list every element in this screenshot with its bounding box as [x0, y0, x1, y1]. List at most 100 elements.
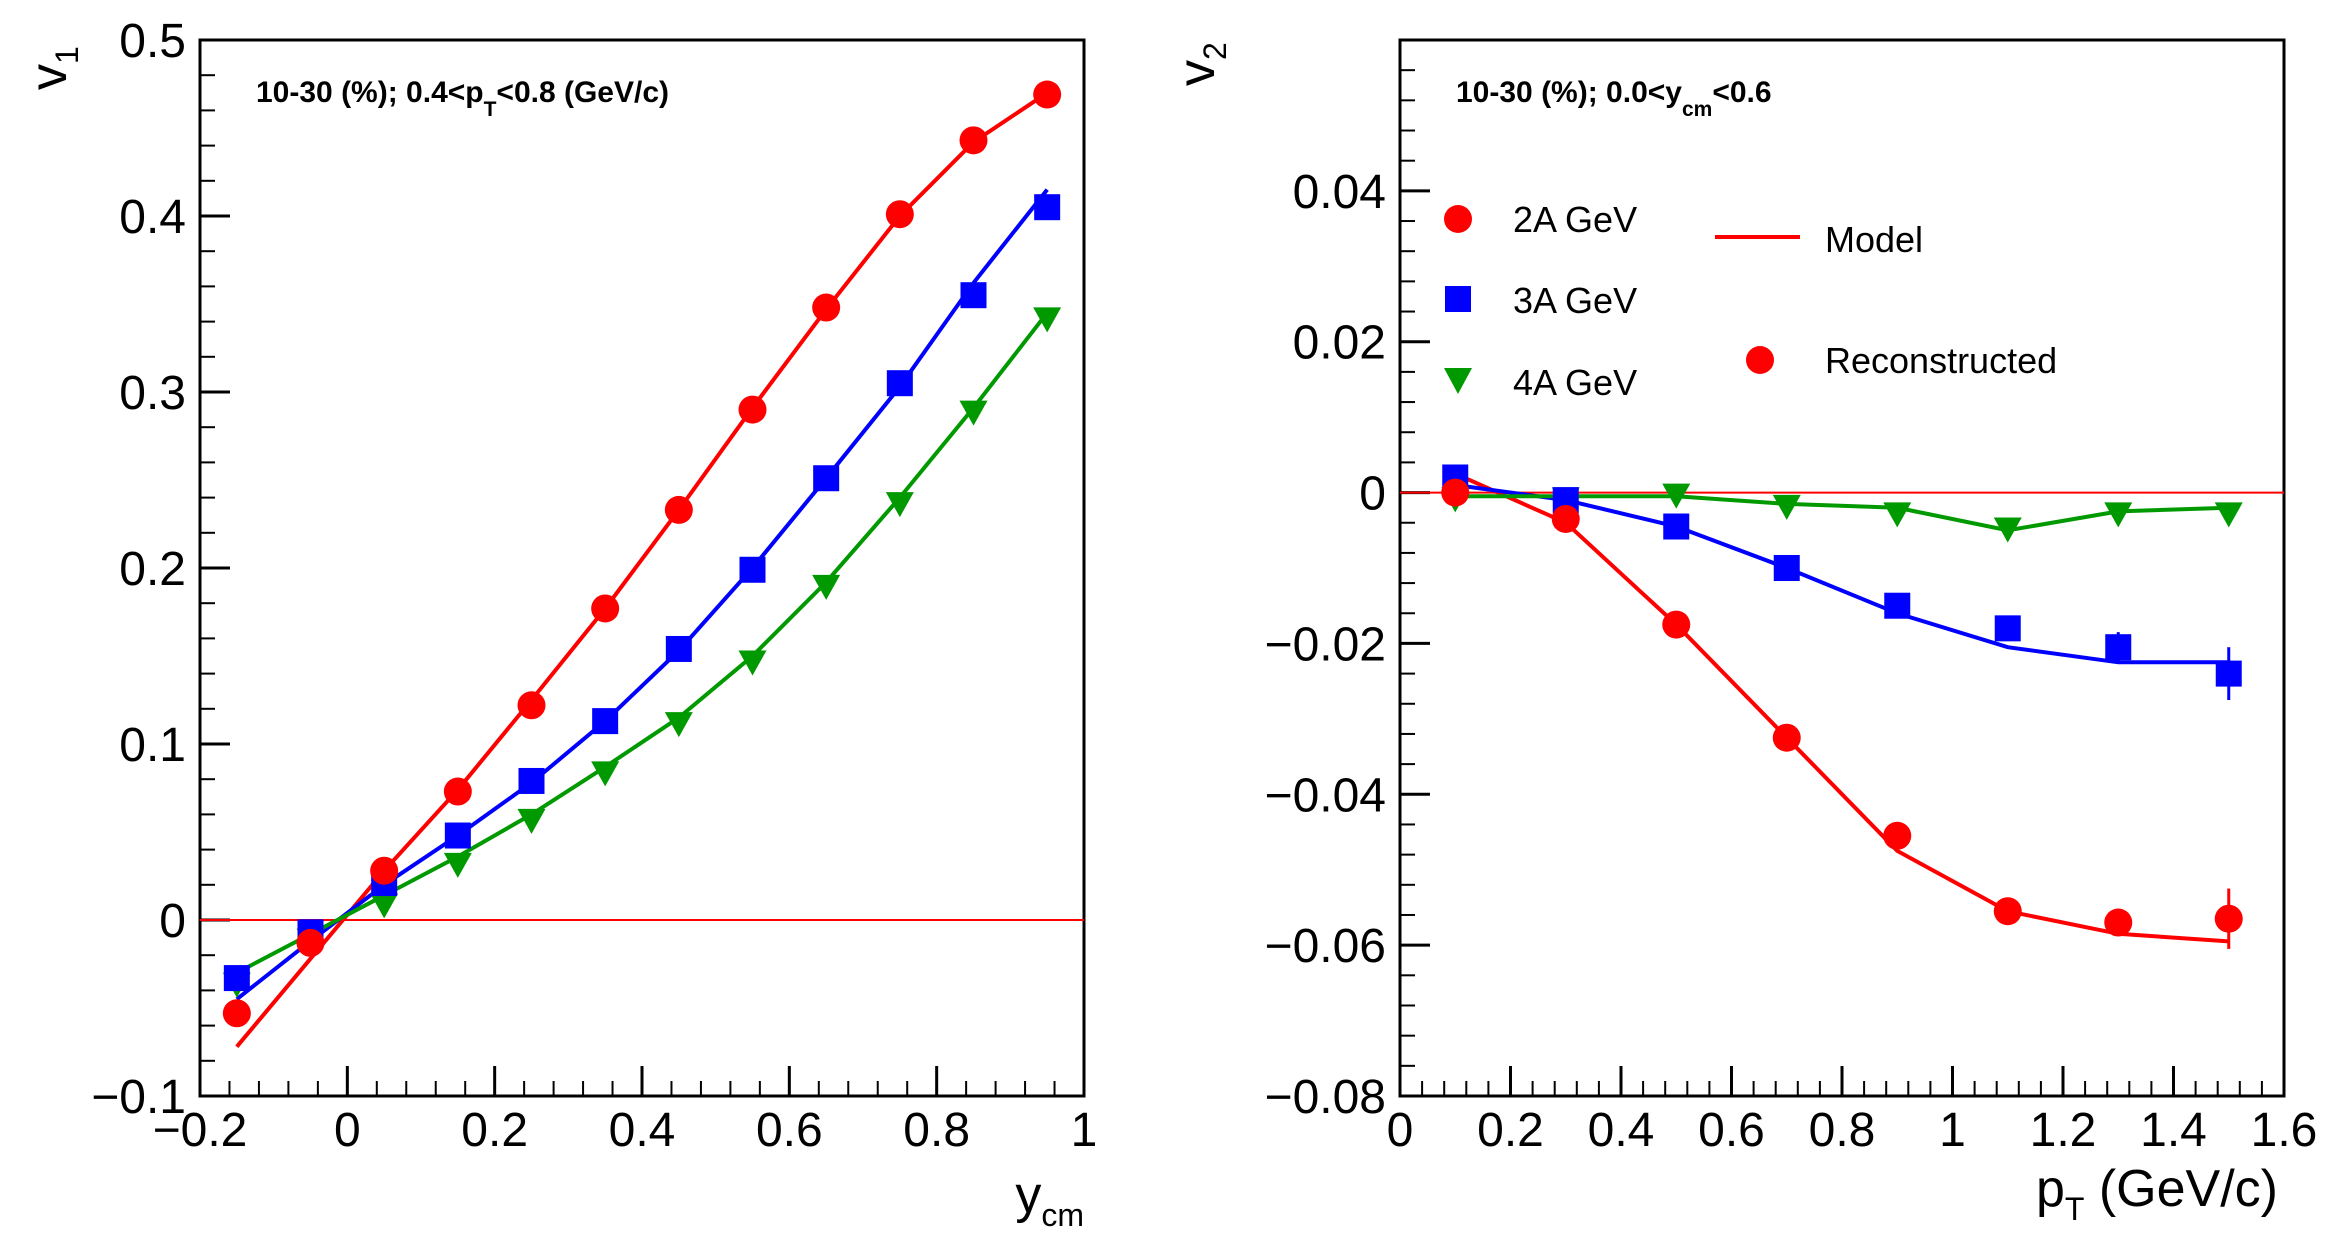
legend-label-4a: 4A GeV	[1513, 362, 1637, 403]
x-tick-label: 0.2	[461, 1104, 528, 1157]
data-point-3a-gev	[223, 965, 250, 992]
data-point-2a-gev	[959, 126, 988, 155]
data-point-3a-gev	[886, 370, 913, 397]
legend-label-model: Model	[1825, 219, 1923, 260]
data-point-4a-gev	[1993, 517, 2022, 543]
data-point-2a-gev	[443, 777, 472, 806]
v1-annotation-a: 10-30 (%); 0.4<p	[256, 76, 484, 109]
data-point-2a-gev	[517, 691, 546, 720]
data-point-4a-gev	[1662, 483, 1691, 509]
v2-panel: 0 0.2 0.4 0.6 0.8 1 1.2 1.4 1.6 −0.08 −0.06 −0.04 −0…	[1168, 38, 2318, 1227]
v1-panel: −0.2 0 0.2 0.4 0.6 0.8 1 −0.1 0 0.1 0.2 0.3 0.4 0.5 1…	[20, 15, 1097, 1233]
x-tick-label: 0.6	[1698, 1104, 1765, 1157]
v1-model-curves	[200, 91, 1084, 1048]
data-point-4a-gev	[370, 893, 399, 919]
data-point-2a-gev	[1883, 821, 1912, 850]
data-point-2a-gev	[1551, 504, 1580, 533]
data-point-2a-gev	[1662, 610, 1691, 639]
x-tick-label: 0.4	[609, 1104, 676, 1157]
data-point-4a-gev	[517, 808, 546, 834]
data-point-2a-gev	[591, 594, 620, 623]
data-point-3a-gev	[665, 635, 692, 662]
v2-data-points	[1441, 464, 2243, 949]
v2-annotation: 10-30 (%); 0.0<ycm<0.6	[1456, 76, 1772, 121]
data-point-3a-gev	[444, 822, 471, 849]
data-point-2a-gev	[1772, 723, 1801, 752]
data-point-4a-gev	[664, 712, 693, 738]
v2-xlabel-tail: (GeV/c)	[2084, 1160, 2278, 1218]
legend: 2A GeV 3A GeV 4A GeV Model Reconstructed	[1444, 199, 2057, 403]
v1-ylabel-main: v	[20, 64, 78, 90]
v1-plot-frame	[198, 38, 1086, 1098]
model-curve-3a-gev	[235, 188, 1049, 1001]
y-tick-label: 0.3	[119, 367, 186, 420]
y-tick-label: −0.08	[1265, 1071, 1386, 1124]
data-point-2a-gev	[370, 856, 399, 885]
data-point-3a-gev	[1884, 592, 1911, 619]
data-point-3a-gev	[739, 556, 766, 583]
data-point-3a-gev	[1034, 194, 1061, 221]
data-point-2a-gev	[812, 293, 841, 322]
v2-ylabel-main: v	[1168, 60, 1226, 86]
v2-annotation-a: 10-30 (%); 0.0<y	[1456, 76, 1682, 109]
data-point-4a-gev	[2104, 502, 2133, 528]
v1-data-points	[222, 80, 1062, 1028]
legend-label-reconstructed: Reconstructed	[1825, 340, 2057, 381]
data-point-4a-gev	[591, 761, 620, 787]
y-tick-label: 0.2	[119, 543, 186, 596]
y-tick-label: −0.04	[1265, 769, 1386, 822]
data-point-2a-gev	[1441, 478, 1470, 507]
v1-axes: −0.2 0 0.2 0.4 0.6 0.8 1 −0.1 0 0.1 0.2 0.3 0.4 0.5	[91, 15, 1097, 1157]
model-curve-2a-gev	[1454, 471, 2229, 944]
data-point-3a-gev	[1773, 555, 1800, 581]
data-point-3a-gev	[1663, 513, 1690, 540]
v1-annotation-c: <0.8 (GeV/c)	[496, 76, 669, 109]
x-tick-label: 0.8	[903, 1104, 970, 1157]
y-tick-label: 0	[1359, 468, 1386, 521]
x-tick-label: 1	[1939, 1104, 1966, 1157]
data-point-3a-gev	[813, 465, 840, 492]
x-tick-label: 0.8	[1809, 1104, 1876, 1157]
x-tick-label: 0.2	[1477, 1104, 1544, 1157]
y-tick-label: 0.1	[119, 719, 186, 772]
x-tick-label: 1.6	[2251, 1104, 2318, 1157]
x-tick-label: −0.2	[153, 1104, 248, 1157]
data-point-3a-gev	[2215, 660, 2242, 687]
data-point-2a-gev	[2104, 908, 2133, 937]
legend-marker-3a	[1445, 286, 1471, 312]
data-point-4a-gev	[885, 492, 914, 518]
data-point-3a-gev	[592, 708, 619, 735]
data-point-4a-gev	[959, 400, 988, 426]
x-tick-label: 0.4	[1588, 1104, 1655, 1157]
v2-x-axis-label: pT (GeV/c)	[2036, 1160, 2278, 1227]
x-tick-label: 1.4	[2140, 1104, 2207, 1157]
data-point-3a-gev	[518, 767, 545, 794]
x-tick-label: 1	[1071, 1104, 1098, 1157]
data-point-4a-gev	[1883, 502, 1912, 528]
v2-ylabel-sub: 2	[1197, 42, 1233, 60]
x-tick-label: 0.6	[756, 1104, 823, 1157]
data-point-4a-gev	[812, 574, 841, 600]
y-tick-label: 0.02	[1293, 317, 1386, 370]
v1-xlabel-main: y	[1015, 1166, 1041, 1224]
y-tick-label: 0.4	[119, 191, 186, 244]
v1-ylabel-sub: 1	[49, 46, 85, 64]
model-curve-3a-gev	[1455, 483, 2229, 665]
v2-model-curves	[1400, 471, 2284, 944]
v2-xlabel-main: p	[2036, 1160, 2065, 1218]
data-point-3a-gev	[960, 282, 987, 309]
data-point-2a-gev	[885, 200, 914, 229]
data-point-2a-gev	[2214, 904, 2243, 933]
data-point-4a-gev	[2214, 502, 2243, 528]
y-tick-label: −0.1	[91, 1071, 186, 1124]
v2-xlabel-sub: T	[2065, 1191, 2085, 1227]
v1-x-axis-label: ycm	[1015, 1166, 1084, 1233]
data-point-4a-gev	[738, 650, 767, 676]
v1-xlabel-sub: cm	[1041, 1197, 1084, 1233]
x-tick-label: 0	[334, 1104, 361, 1157]
data-point-2a-gev	[1993, 897, 2022, 926]
data-point-3a-gev	[1994, 615, 2021, 642]
v1-annotation: 10-30 (%); 0.4<pT<0.8 (GeV/c)	[256, 76, 669, 121]
x-tick-label: 1.2	[2030, 1104, 2097, 1157]
